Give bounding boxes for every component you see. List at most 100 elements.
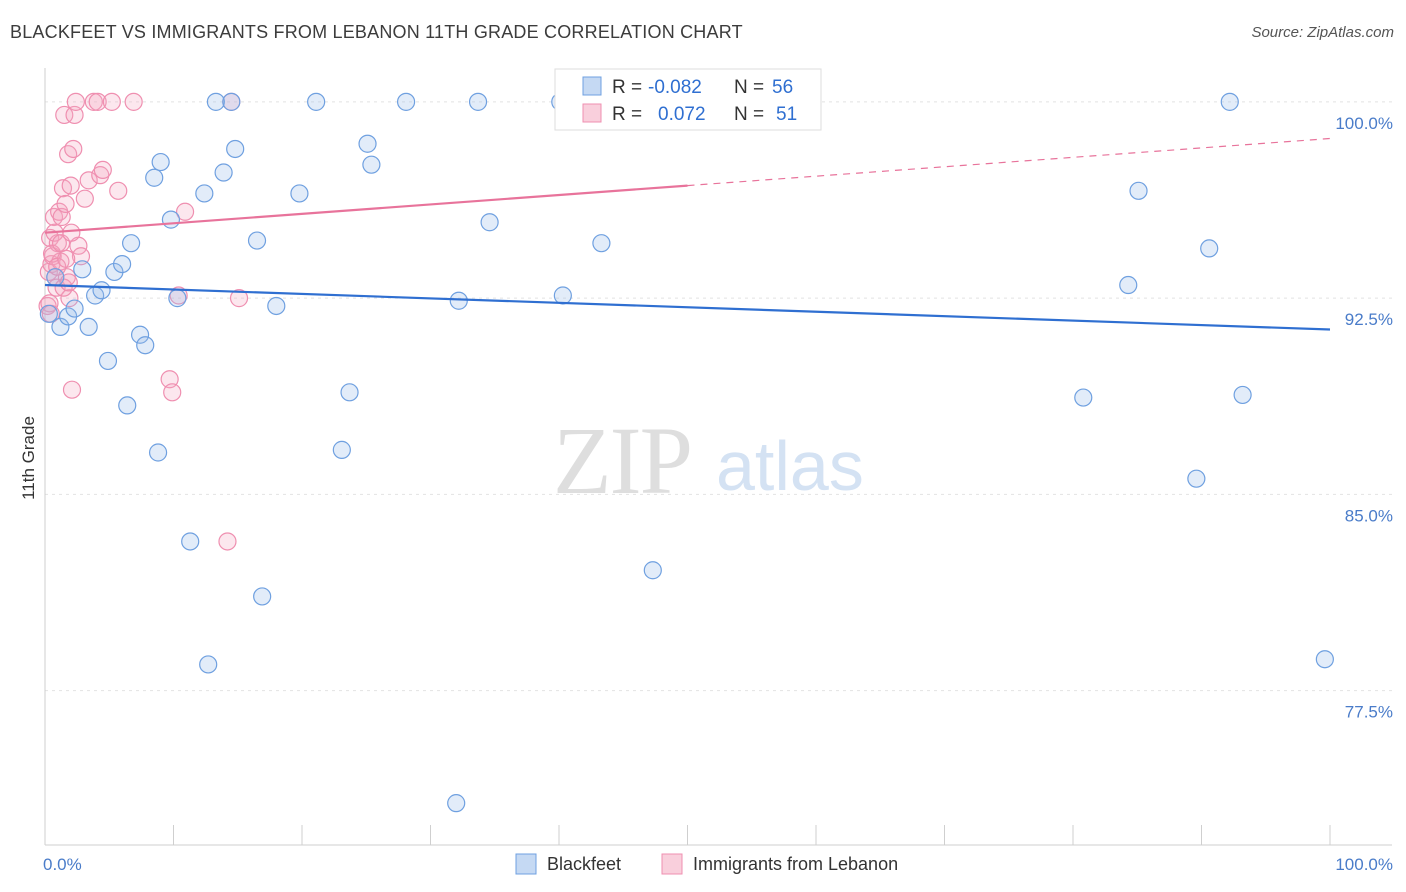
lebanon-point bbox=[62, 223, 81, 242]
blackfeet-point bbox=[112, 255, 132, 274]
blackfeet-point bbox=[449, 291, 468, 310]
grid-layer bbox=[45, 101, 1392, 692]
lebanon-point bbox=[88, 92, 107, 111]
legend-r-label-1: R = bbox=[612, 77, 642, 98]
lebanon-point bbox=[75, 189, 94, 208]
lebanon-point bbox=[44, 207, 64, 227]
blackfeet-point bbox=[206, 92, 226, 111]
bottom-legend-swatch-blackfeet bbox=[515, 853, 537, 875]
lebanon-point bbox=[64, 139, 83, 159]
legend-swatch-blackfeet bbox=[582, 76, 602, 96]
lebanon-trend-extension bbox=[687, 137, 1331, 187]
y-tick-label: 92.5% bbox=[1345, 310, 1393, 329]
blackfeet-point bbox=[151, 152, 170, 172]
blackfeet-point bbox=[181, 532, 200, 551]
blackfeet-point bbox=[136, 336, 155, 355]
blackfeet-point bbox=[79, 317, 98, 336]
blackfeet-point bbox=[39, 304, 58, 323]
bottom-legend: Blackfeet Immigrants from Lebanon bbox=[515, 853, 898, 875]
y-tick-label: 77.5% bbox=[1345, 703, 1393, 722]
blackfeet-point bbox=[161, 210, 181, 229]
lebanon-point bbox=[62, 380, 82, 399]
blackfeet-point bbox=[267, 296, 286, 316]
blackfeet-point bbox=[290, 184, 309, 203]
watermark-zip: ZIP bbox=[553, 407, 691, 514]
lebanon-point bbox=[84, 92, 103, 111]
blackfeet-point bbox=[65, 299, 84, 318]
x-tick-label-end: 100.0% bbox=[1335, 855, 1393, 874]
legend-n-value-1: 56 bbox=[772, 77, 793, 98]
lebanon-point bbox=[60, 289, 79, 308]
blackfeet-point bbox=[553, 286, 572, 305]
blackfeet-point bbox=[340, 383, 359, 402]
trend-layer bbox=[44, 137, 1331, 331]
x-tick-label-start: 0.0% bbox=[43, 855, 82, 874]
lebanon-point bbox=[229, 289, 249, 308]
blackfeet-point bbox=[222, 92, 241, 111]
blackfeet-point bbox=[1233, 385, 1252, 405]
blackfeet-point bbox=[592, 234, 611, 253]
legend-r-value-1: -0.082 bbox=[648, 77, 702, 98]
lebanon-point bbox=[59, 145, 78, 164]
legend-r-value-2: 0.072 bbox=[658, 104, 706, 125]
bottom-legend-label-blackfeet: Blackfeet bbox=[547, 854, 621, 874]
lebanon-point bbox=[65, 105, 84, 125]
watermark-atlas: atlas bbox=[716, 427, 864, 505]
blackfeet-point bbox=[199, 655, 218, 674]
legend-n-label-1: N = bbox=[734, 77, 764, 98]
blackfeet-point bbox=[105, 262, 124, 282]
blackfeet-point bbox=[253, 587, 272, 606]
blackfeet-point bbox=[130, 325, 150, 344]
lebanon-point bbox=[56, 194, 75, 214]
blackfeet-point bbox=[1200, 239, 1219, 258]
blackfeet-point bbox=[195, 184, 214, 203]
blackfeet-point bbox=[1315, 650, 1334, 669]
y-tick-label: 85.0% bbox=[1345, 506, 1393, 525]
blackfeet-point bbox=[145, 168, 164, 187]
legend-n-value-2: 51 bbox=[776, 104, 797, 125]
lebanon-point bbox=[93, 160, 112, 179]
legend-n-label-2: N = bbox=[734, 104, 764, 125]
blackfeet-point bbox=[118, 396, 137, 415]
lebanon-point bbox=[66, 92, 85, 111]
blackfeet-point bbox=[358, 134, 377, 153]
bottom-legend-swatch-lebanon bbox=[661, 853, 683, 875]
blackfeet-point bbox=[1119, 275, 1138, 295]
lebanon-point bbox=[175, 202, 195, 221]
blackfeet-point bbox=[332, 440, 351, 459]
legend-swatch-lebanon bbox=[582, 103, 602, 123]
series-lebanon-points bbox=[38, 92, 249, 551]
bottom-legend-label-lebanon: Immigrants from Lebanon bbox=[693, 854, 898, 874]
lebanon-point bbox=[124, 92, 143, 111]
blackfeet-point bbox=[447, 794, 466, 813]
blackfeet-point bbox=[168, 289, 187, 308]
blackfeet-point bbox=[226, 139, 245, 159]
blackfeet-trend-line bbox=[44, 283, 1331, 331]
lebanon-point bbox=[79, 171, 98, 190]
lebanon-point bbox=[163, 383, 182, 402]
legend-r-label-2: R = bbox=[612, 104, 642, 125]
blackfeet-point bbox=[396, 92, 416, 111]
blackfeet-point bbox=[1074, 388, 1093, 407]
blackfeet-point bbox=[214, 163, 233, 182]
blackfeet-point bbox=[362, 155, 381, 174]
blackfeet-point bbox=[643, 561, 662, 580]
lebanon-point bbox=[55, 105, 74, 125]
blackfeet-point bbox=[1129, 181, 1148, 200]
chart-title: BLACKFEET VS IMMIGRANTS FROM LEBANON 11T… bbox=[10, 22, 743, 42]
blackfeet-point bbox=[92, 281, 111, 300]
blackfeet-point bbox=[121, 234, 141, 253]
lebanon-point bbox=[71, 247, 91, 266]
lebanon-point bbox=[102, 92, 121, 111]
legend-box: R = -0.082 N = 56 R = 0.072 N = 51 bbox=[554, 68, 822, 131]
lebanon-point bbox=[109, 181, 128, 200]
blackfeet-point bbox=[468, 92, 488, 111]
blackfeet-point bbox=[1187, 469, 1206, 488]
blackfeet-point bbox=[307, 92, 326, 111]
blackfeet-point bbox=[480, 213, 499, 232]
source-label: Source: ZipAtlas.com bbox=[1251, 24, 1394, 41]
blackfeet-point bbox=[247, 231, 267, 250]
lebanon-point bbox=[61, 176, 80, 195]
blackfeet-point bbox=[148, 443, 168, 462]
y-axis-label: 11th Grade bbox=[19, 416, 38, 500]
